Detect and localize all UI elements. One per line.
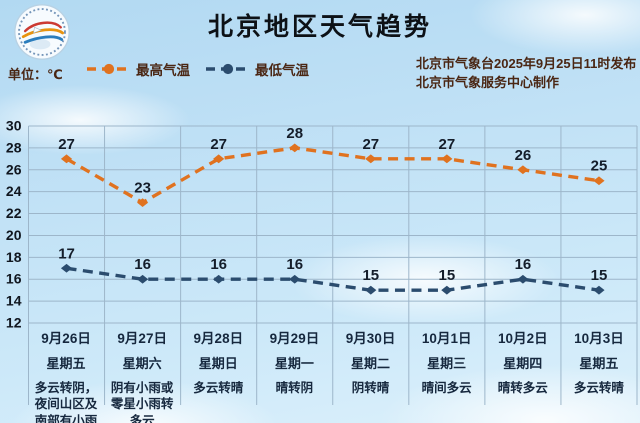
y-axis-tick-label: 28 xyxy=(6,139,22,155)
weekday-label: 星期五 xyxy=(46,356,86,371)
meteorological-service-logo xyxy=(14,4,70,60)
data-point-value-label: 15 xyxy=(591,267,608,284)
weekday-label: 星期日 xyxy=(198,356,238,371)
data-point-value-label: 27 xyxy=(439,136,456,153)
date-label: 9月30日 xyxy=(345,331,396,346)
day-labels-row: 9月26日 星期五 多云转阴，夜间山区及南部有小雨 9月27日 星期六 阴有小雨或零星小雨… xyxy=(28,327,637,423)
date-label: 9月27日 xyxy=(117,331,167,346)
data-point-value-label: 27 xyxy=(210,136,227,153)
weather-description: 晴间多云 xyxy=(421,381,472,395)
data-point-marker xyxy=(593,285,605,295)
date-label: 10月3日 xyxy=(574,331,624,346)
data-point-marker xyxy=(365,285,377,295)
temperature-series-line xyxy=(66,266,600,292)
data-point-value-label: 26 xyxy=(515,147,532,164)
data-point-marker xyxy=(593,176,605,186)
weekday-label: 星期六 xyxy=(122,356,162,371)
legend: 最高气温 最低气温 xyxy=(86,59,309,79)
date-label: 10月2日 xyxy=(498,331,548,346)
y-axis-tick-label: 22 xyxy=(6,205,22,221)
y-axis-tick-label: 18 xyxy=(6,249,22,265)
weather-description: 多云转晴 xyxy=(573,381,624,395)
issuer-line1: 北京市气象台2025年9月25日11时发布 xyxy=(416,56,637,71)
data-point-marker xyxy=(365,154,377,164)
trend-chart-svg: 12 14 16 18 20 22 24 26 28 30 27 23 27 28 27 27 26 25 17 16… xyxy=(6,118,638,405)
day-column: 9月27日星期六阴有小雨或零星小雨转多云 xyxy=(104,327,180,423)
data-point-value-label: 23 xyxy=(134,180,151,197)
data-point-value-label: 28 xyxy=(286,125,303,142)
min-temp-line-swatch-icon xyxy=(206,63,250,75)
legend-label-max-temp: 最高气温 xyxy=(136,63,190,78)
weekday-label: 星期一 xyxy=(274,356,314,371)
unit-label: 单位：℃ xyxy=(8,67,63,82)
weekday-label: 星期四 xyxy=(503,356,543,371)
data-point-marker xyxy=(517,274,529,284)
data-point-marker xyxy=(136,274,149,284)
date-label: 9月29日 xyxy=(269,331,320,346)
day-column: 9月26日星期五多云转阴，夜间山区及南部有小雨 xyxy=(28,327,104,423)
y-axis-tick-label: 14 xyxy=(6,293,22,309)
data-point-value-label: 27 xyxy=(362,136,379,153)
data-point-marker xyxy=(441,154,453,164)
data-point-value-label: 16 xyxy=(515,256,532,273)
weather-description: 阴有小雨或零星小雨转多云 xyxy=(110,381,174,423)
data-point-marker xyxy=(213,274,225,284)
page-title: 北京地区天气趋势 xyxy=(207,13,432,41)
data-point-marker xyxy=(136,198,149,208)
data-point-value-label: 16 xyxy=(210,256,227,273)
day-column: 10月1日星期三晴间多云 xyxy=(409,327,485,423)
data-point-marker xyxy=(60,263,73,273)
weather-description: 阴转晴 xyxy=(351,381,390,395)
day-column: 9月30日星期二阴转晴 xyxy=(333,327,409,423)
y-axis-tick-label: 24 xyxy=(6,183,22,199)
date-label: 10月1日 xyxy=(421,331,472,346)
legend-item-min-temp: 最低气温 xyxy=(205,59,309,79)
weather-description: 多云转晴 xyxy=(193,381,244,395)
day-column: 10月3日星期五多云转晴 xyxy=(561,327,637,423)
data-point-marker xyxy=(441,285,453,295)
temperature-series-line xyxy=(65,146,600,205)
weekday-label: 星期三 xyxy=(427,356,467,371)
legend-item-max-temp: 最高气温 xyxy=(86,59,190,79)
date-label: 9月28日 xyxy=(193,331,244,346)
data-point-value-label: 15 xyxy=(362,267,379,284)
day-column: 9月29日星期一晴转阴 xyxy=(256,327,332,423)
max-temp-line-swatch-icon xyxy=(87,63,131,75)
legend-label-min-temp: 最低气温 xyxy=(255,63,309,78)
data-point-value-label: 16 xyxy=(134,256,151,273)
data-point-value-label: 17 xyxy=(58,245,75,262)
date-label: 9月26日 xyxy=(41,331,91,346)
y-axis-tick-label: 30 xyxy=(6,118,22,134)
day-column: 9月28日星期日多云转晴 xyxy=(180,327,256,423)
data-point-marker xyxy=(289,143,301,153)
y-axis-tick-label: 16 xyxy=(6,271,22,287)
data-point-value-label: 15 xyxy=(439,267,456,284)
data-point-value-label: 25 xyxy=(591,158,608,175)
weather-description: 晴转多云 xyxy=(497,381,548,395)
y-axis-tick-label: 20 xyxy=(6,227,22,243)
data-point-marker xyxy=(289,274,301,284)
day-column: 10月2日星期四晴转多云 xyxy=(485,327,561,423)
issuer-info: 北京市气象台2025年9月25日11时发布 北京市气象服务中心制作 xyxy=(416,55,636,93)
weather-description: 晴转阴 xyxy=(275,381,314,395)
weekday-label: 星期五 xyxy=(579,356,619,371)
data-point-value-label: 27 xyxy=(58,136,75,153)
weather-description: 多云转阴，夜间山区及南部有小雨 xyxy=(34,381,98,423)
y-axis-tick-label: 12 xyxy=(6,315,22,331)
weekday-label: 星期二 xyxy=(351,356,391,371)
issuer-line2: 北京市气象服务中心制作 xyxy=(416,74,560,90)
y-axis-tick-label: 26 xyxy=(6,161,22,177)
data-point-marker xyxy=(517,165,529,175)
data-point-value-label: 16 xyxy=(286,256,303,273)
